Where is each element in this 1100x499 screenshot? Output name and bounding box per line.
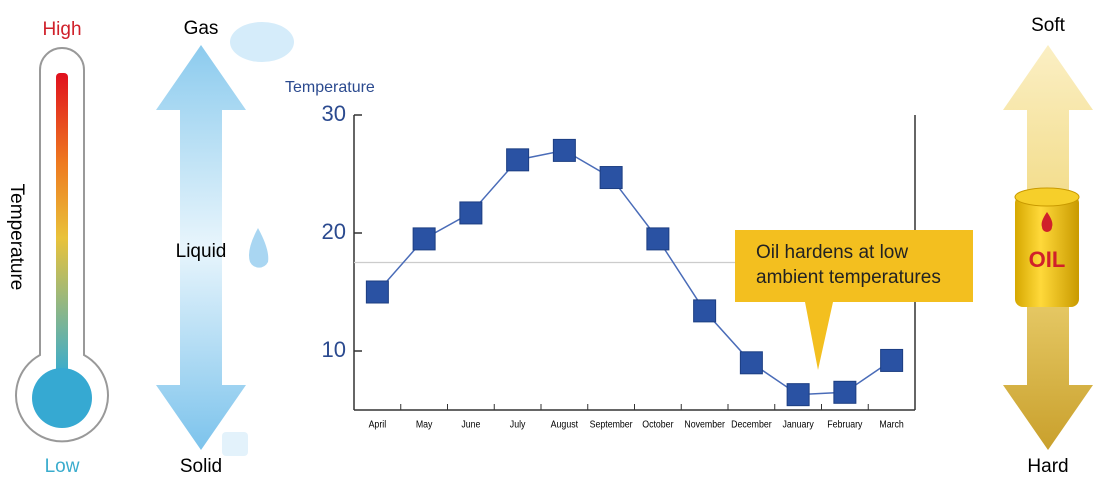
soft-label: Soft <box>1031 15 1066 36</box>
data-point <box>693 299 717 323</box>
x-tick-label: October <box>642 418 673 430</box>
drop-icon <box>249 228 269 268</box>
x-tick-label: September <box>590 418 633 430</box>
y-tick-label: 10 <box>322 337 346 362</box>
annotation-text: ambient temperatures <box>756 267 941 288</box>
y-tick-label: 30 <box>322 101 346 126</box>
high-label: High <box>42 19 81 40</box>
annotation-box <box>735 230 973 370</box>
annotation-text: Oil hardens at low <box>756 242 908 263</box>
x-tick-label: August <box>551 418 579 430</box>
x-tick-label: April <box>369 418 387 430</box>
oil-barrel <box>1014 187 1080 307</box>
x-tick-label: May <box>416 418 433 430</box>
data-point <box>786 383 810 407</box>
cloud-icon <box>230 22 294 62</box>
data-point <box>739 351 763 375</box>
x-tick-label: June <box>461 418 480 430</box>
data-point <box>552 138 576 162</box>
gas-label: Gas <box>184 18 219 39</box>
data-point <box>646 227 670 251</box>
data-point <box>599 166 623 190</box>
x-tick-label: February <box>827 418 862 430</box>
thermometer <box>15 47 109 443</box>
y-axis-label: Temperature <box>285 79 375 96</box>
hard-label: Hard <box>1027 456 1068 477</box>
barrel-label: OIL <box>1029 247 1066 272</box>
x-tick-label: March <box>879 418 903 430</box>
state-arrow <box>156 45 246 450</box>
data-point <box>833 380 857 404</box>
low-label: Low <box>45 456 80 477</box>
y-tick-label: 20 <box>322 219 346 244</box>
data-point <box>506 148 530 172</box>
x-tick-label: November <box>684 418 725 430</box>
thermometer-label: Temperature <box>6 184 27 291</box>
data-point <box>459 201 483 225</box>
x-tick-label: July <box>510 418 526 430</box>
x-tick-label: December <box>731 418 772 430</box>
x-tick-label: January <box>782 418 814 430</box>
ice-icon <box>222 432 248 456</box>
liquid-label: Liquid <box>176 241 227 262</box>
data-point <box>365 280 389 304</box>
data-point <box>880 348 904 372</box>
solid-label: Solid <box>180 456 222 477</box>
data-point <box>412 227 436 251</box>
